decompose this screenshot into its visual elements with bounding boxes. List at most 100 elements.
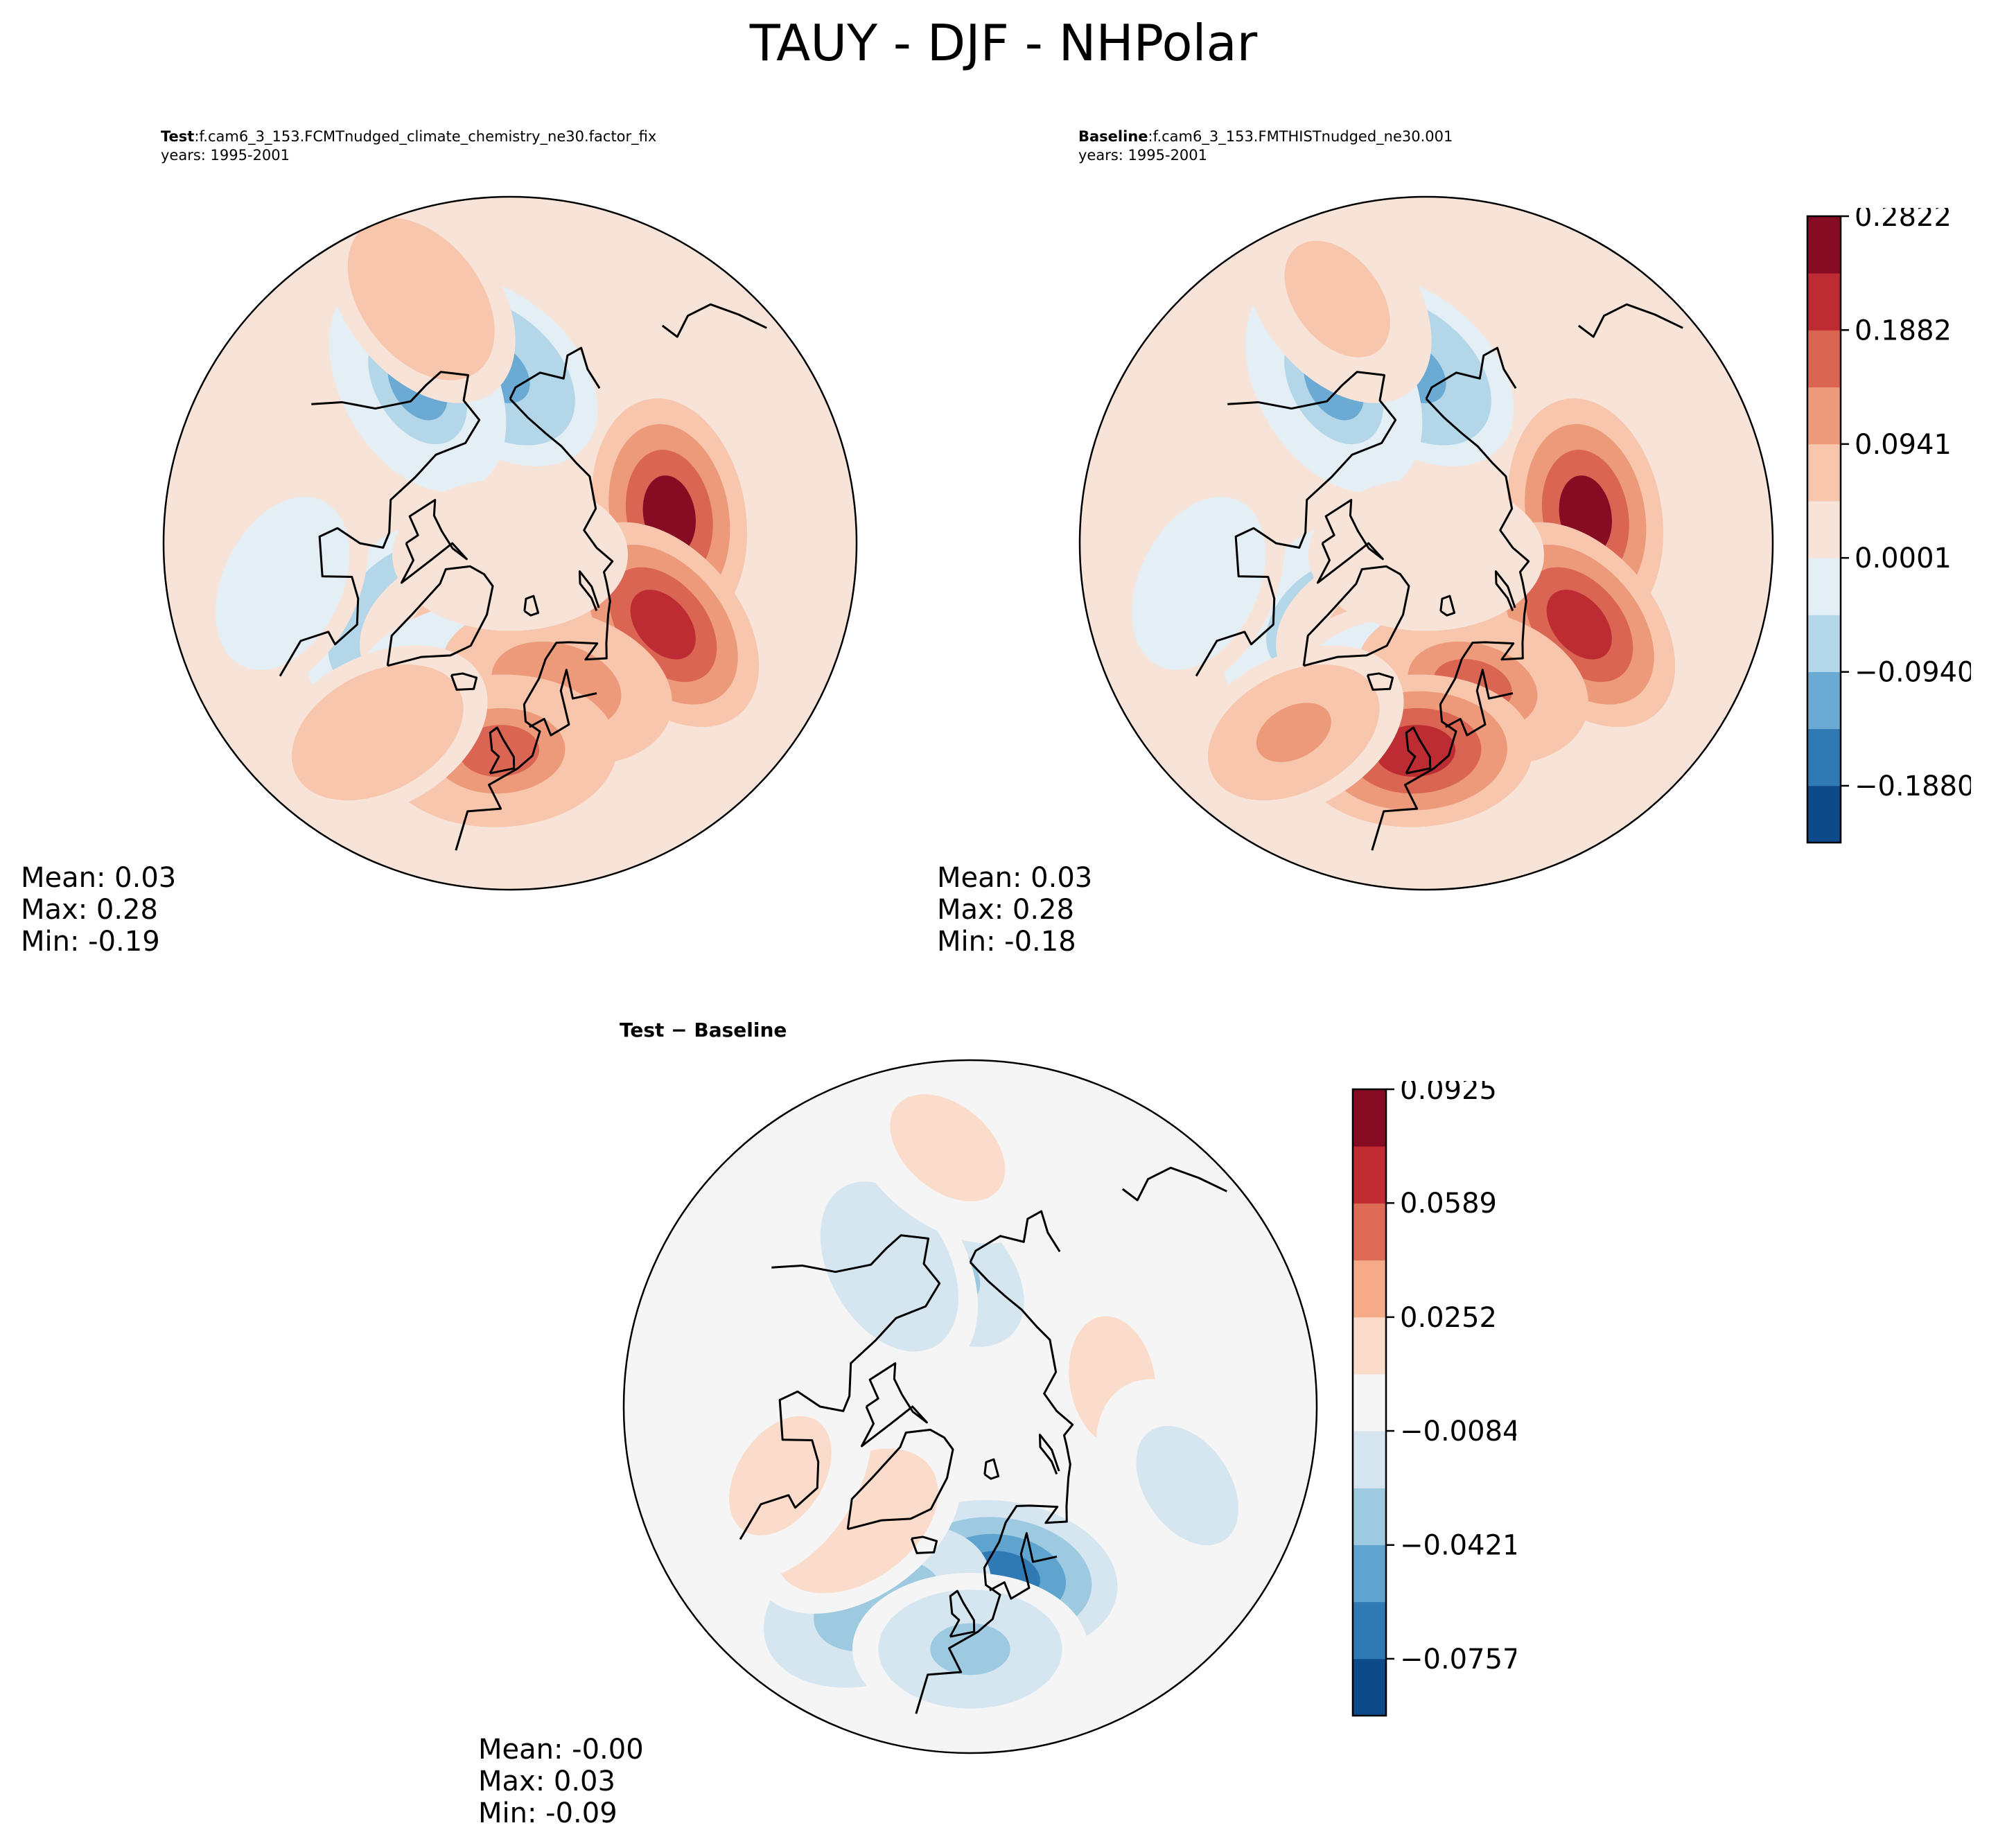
test-contour-band xyxy=(389,263,453,335)
diff-colorbar-segment xyxy=(1353,1203,1386,1261)
baseline-panel-caption: Baseline:f.cam6_3_153.FMTHISTnudged_ne30… xyxy=(1078,127,1453,165)
difference-colorbar: −0.0757 −0.0421 −0.0084 0.0252 0.0589 0.0925 xyxy=(1351,1081,1516,1717)
difference-panel-caption: Test − Baseline xyxy=(620,1019,787,1041)
test-coastline-uk xyxy=(489,726,516,775)
test-contour-band xyxy=(630,590,696,660)
baseline-contour-band xyxy=(1546,590,1612,660)
diff-colorbar-segment xyxy=(1353,1317,1386,1375)
test-baseline-colorbar: −0.1880 −0.0940 0.0001 0.0941 0.1882 0.2822 xyxy=(1806,208,1971,844)
diff-colorbar-tick-label: −0.0757 xyxy=(1400,1644,1516,1675)
diff-colorbar-segment xyxy=(1353,1373,1386,1432)
difference-coastline-japan xyxy=(1121,1166,1227,1202)
baseline-coastline-kamchatka xyxy=(1425,346,1517,400)
diff-colorbar-frame xyxy=(1351,1088,1387,1717)
main-colorbar-segment xyxy=(1807,615,1841,672)
test-coastline-novaya xyxy=(578,570,600,612)
difference-coastline-canada xyxy=(739,1234,941,1540)
difference-coastline-uk xyxy=(949,1590,976,1638)
main-colorbar-tick-label: 0.0001 xyxy=(1855,543,1952,574)
test-contour-band xyxy=(459,725,540,777)
baseline-coastline-uk xyxy=(1405,726,1432,775)
test-coastline-arcticis xyxy=(400,499,468,584)
baseline-stat-mean: Mean: 0.03 xyxy=(937,862,1093,894)
test-coastline-japan xyxy=(661,303,767,338)
baseline-map-boundary xyxy=(1078,195,1774,891)
baseline-caption-years: years: 1995-2001 xyxy=(1078,147,1208,164)
test-coastline-canada xyxy=(279,371,481,677)
main-colorbar-segment xyxy=(1807,785,1841,843)
baseline-contour-band xyxy=(1305,263,1369,335)
baseline-caption-label: Baseline xyxy=(1078,128,1148,145)
difference-contour-band xyxy=(1156,1449,1219,1522)
difference-coastline-iceland xyxy=(910,1535,938,1554)
baseline-stat-min: Min: -0.18 xyxy=(937,926,1076,958)
difference-coastline-kamchatka xyxy=(969,1210,1061,1263)
difference-caption-minus: − xyxy=(664,1019,694,1041)
diff-colorbar-segment xyxy=(1353,1431,1386,1488)
main-colorbar-segment xyxy=(1807,387,1841,445)
difference-stat-max: Max: 0.03 xyxy=(478,1766,615,1797)
baseline-caption-case: f.cam6_3_153.FMTHISTnudged_ne30.001 xyxy=(1153,128,1453,145)
main-colorbar-tick-label: −0.0940 xyxy=(1855,657,1971,689)
baseline-contour-band xyxy=(1169,545,1228,622)
difference-contour-band xyxy=(859,1229,920,1304)
difference-stat-mean: Mean: -0.00 xyxy=(478,1734,644,1766)
difference-stat-min: Min: -0.09 xyxy=(478,1797,617,1829)
main-colorbar-frame xyxy=(1806,215,1842,844)
baseline-contour-band xyxy=(1256,703,1331,762)
difference-stats: Mean: -0.00 Max: 0.03 Min: -0.09 xyxy=(478,1734,644,1829)
main-colorbar-segment xyxy=(1807,273,1841,331)
test-polar-map xyxy=(162,195,858,891)
test-stat-max: Max: 0.28 xyxy=(21,894,158,926)
main-colorbar-segment xyxy=(1807,671,1841,730)
test-caption-separator: : xyxy=(194,128,200,145)
main-colorbar-segment xyxy=(1807,330,1841,388)
diff-colorbar-segment xyxy=(1353,1545,1386,1603)
baseline-contour-band xyxy=(1386,529,1466,581)
baseline-polar-map xyxy=(1078,195,1774,891)
test-caption-label: Test xyxy=(161,128,195,145)
main-colorbar-segment xyxy=(1807,558,1841,615)
test-coastline-greenland xyxy=(386,565,494,667)
diff-colorbar-segment xyxy=(1353,1601,1386,1660)
test-map-boundary xyxy=(162,195,858,891)
test-coastline-kamchatka xyxy=(509,346,601,400)
test-stat-min: Min: -0.19 xyxy=(21,926,160,958)
diff-colorbar-segment xyxy=(1353,1658,1386,1716)
difference-contour-band xyxy=(930,1623,1010,1675)
test-contour-band xyxy=(340,703,415,762)
test-coastline-svalbard xyxy=(523,595,540,617)
baseline-caption-separator: : xyxy=(1148,128,1153,145)
difference-coastline-novaya xyxy=(1038,1434,1060,1475)
test-caption-case: f.cam6_3_153.FCMTnudged_climate_chemistr… xyxy=(199,128,657,145)
difference-coastline-greenland xyxy=(846,1428,954,1531)
main-colorbar-segment xyxy=(1807,500,1841,558)
baseline-contour-band xyxy=(1375,725,1456,777)
baseline-coastline-canada xyxy=(1195,371,1397,677)
test-stat-mean: Mean: 0.03 xyxy=(21,862,177,894)
diff-colorbar-segment xyxy=(1353,1146,1386,1204)
main-colorbar-segment xyxy=(1807,443,1841,502)
diff-colorbar-segment xyxy=(1353,1089,1386,1147)
main-colorbar-tick-label: −0.1880 xyxy=(1855,771,1971,802)
main-colorbar-segment xyxy=(1807,216,1841,274)
diff-colorbar-tick-label: 0.0252 xyxy=(1400,1302,1497,1334)
test-contour-band xyxy=(470,529,550,581)
difference-caption-baseline: Baseline xyxy=(694,1019,787,1041)
difference-contour-band xyxy=(912,1115,983,1181)
baseline-coastline-novaya xyxy=(1494,570,1516,612)
difference-map-boundary xyxy=(622,1059,1318,1754)
main-colorbar-tick-label: 0.1882 xyxy=(1855,315,1952,346)
difference-caption-test: Test xyxy=(620,1019,665,1041)
baseline-stats: Mean: 0.03 Max: 0.28 Min: -0.18 xyxy=(937,862,1092,958)
test-coastline-europe xyxy=(455,398,614,851)
baseline-coastline-svalbard xyxy=(1439,595,1456,617)
difference-coastline-arcticis xyxy=(860,1362,928,1447)
difference-polar-map xyxy=(622,1059,1318,1754)
diff-colorbar-tick-label: −0.0084 xyxy=(1400,1416,1516,1447)
main-colorbar-segment xyxy=(1807,728,1841,786)
baseline-coastline-arcticis xyxy=(1316,499,1384,584)
baseline-stat-max: Max: 0.28 xyxy=(937,894,1074,926)
difference-coastline-svalbard xyxy=(983,1458,1000,1480)
diff-colorbar-segment xyxy=(1353,1260,1386,1318)
